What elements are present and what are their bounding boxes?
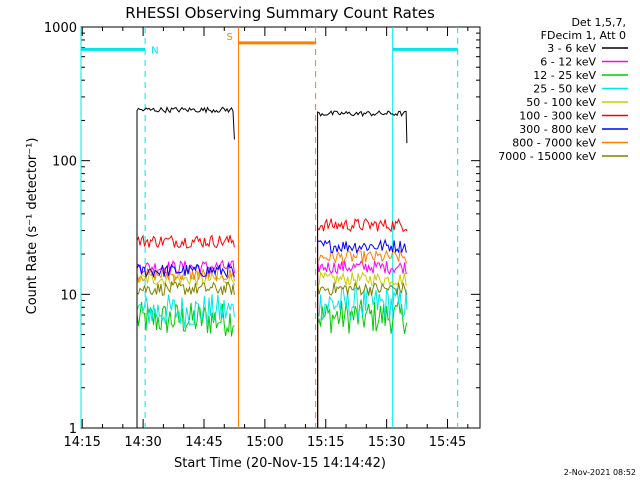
- plot-area: 1 10 100 1000 14:15 14:30 14:45 15:00 15:15 15:30…: [44, 21, 481, 450]
- timestamp: 2-Nov-2021 08:52: [564, 468, 636, 477]
- legend-label: 6 - 12 keV: [540, 56, 596, 69]
- series-trace: [136, 262, 235, 428]
- series-trace: [136, 234, 235, 428]
- plot-frame: [80, 26, 481, 429]
- flag-label: N: [151, 45, 158, 56]
- legend-label: 800 - 7000 keV: [512, 137, 596, 150]
- legend-label: 25 - 50 keV: [533, 83, 596, 96]
- x-tick-label: 14:45: [185, 435, 222, 450]
- legend-label: 7000 - 15000 keV: [498, 150, 596, 163]
- x-tick-label: 14:30: [124, 435, 161, 450]
- legend-header-1: Det 1,5,7,: [571, 16, 626, 29]
- y-tick-label: 1: [69, 422, 77, 437]
- x-tick-label: 14:15: [63, 435, 100, 450]
- series-trace: [136, 106, 235, 428]
- legend-label: 3 - 6 keV: [547, 42, 596, 55]
- series-trace: [317, 238, 408, 428]
- x-tick-label: 15:45: [429, 435, 466, 450]
- series-trace: [317, 271, 407, 428]
- chart-title: RHESSI Observing Summary Count Rates: [125, 4, 435, 22]
- series-trace: [136, 280, 235, 428]
- flag-label: S: [226, 32, 232, 43]
- x-axis-label: Start Time (20-Nov-15 14:14:42): [174, 456, 386, 471]
- legend-label: 100 - 300 keV: [519, 110, 596, 123]
- x-tick-label: 15:15: [307, 435, 344, 450]
- x-tick-label: 15:00: [246, 435, 283, 450]
- series-trace: [317, 281, 408, 428]
- series-trace: [136, 270, 235, 428]
- series-trace: [317, 299, 408, 428]
- series-trace: [136, 294, 235, 428]
- x-tick-label: 15:30: [368, 435, 405, 450]
- legend-header-2: FDecim 1, Att 0: [541, 29, 626, 42]
- legend-label: 12 - 25 keV: [533, 69, 596, 82]
- series-trace: [317, 249, 408, 428]
- y-tick-label: 100: [52, 155, 77, 170]
- legend-label: 50 - 100 keV: [526, 96, 596, 109]
- y-axis-label: Count Rate (s⁻¹ detector⁻¹): [25, 138, 40, 315]
- series-trace: [317, 286, 408, 428]
- series-trace: [136, 259, 235, 428]
- series-trace: [317, 218, 408, 428]
- series-trace: [317, 260, 408, 428]
- series-trace: [136, 302, 235, 428]
- y-tick-label: 10: [60, 288, 77, 303]
- legend-label: 300 - 800 keV: [519, 123, 596, 136]
- y-tick-label: 1000: [44, 21, 77, 36]
- series-trace: [317, 110, 408, 428]
